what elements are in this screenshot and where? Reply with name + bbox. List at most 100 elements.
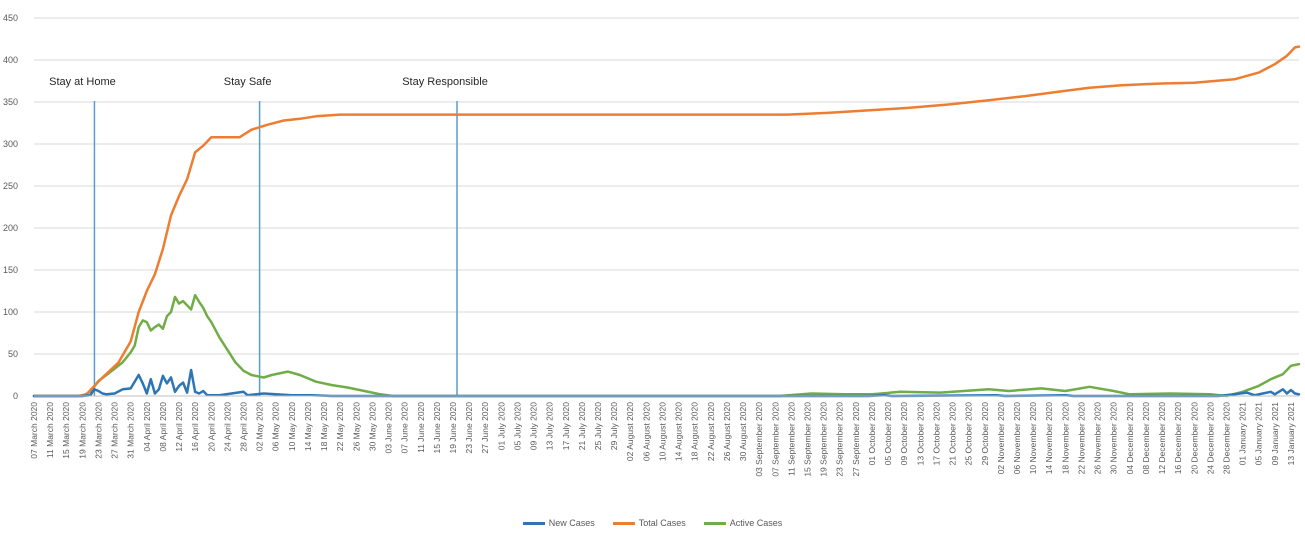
x-tick-label: 23 June 2020 — [464, 402, 474, 454]
x-tick-label: 15 June 2020 — [432, 402, 442, 454]
legend-item-total-cases: Total Cases — [612, 518, 686, 528]
x-tick-label: 30 May 2020 — [367, 402, 377, 451]
y-tick-label: 350 — [3, 97, 18, 107]
x-tick-label: 29 July 2020 — [609, 402, 619, 450]
x-tick-label: 27 March 2020 — [110, 402, 120, 459]
x-tick-label: 05 July 2020 — [512, 402, 522, 450]
x-tick-label: 14 November 2020 — [1044, 402, 1054, 475]
x-tick-label: 13 July 2020 — [545, 402, 555, 450]
x-tick-label: 06 May 2020 — [271, 402, 281, 451]
x-tick-label: 27 June 2020 — [480, 402, 490, 454]
x-tick-label: 28 December 2020 — [1222, 402, 1232, 475]
x-tick-label: 05 October 2020 — [883, 402, 893, 466]
x-tick-label: 20 December 2020 — [1189, 402, 1199, 475]
x-tick-label: 20 April 2020 — [206, 402, 216, 452]
x-tick-label: 03 June 2020 — [384, 402, 394, 454]
x-tick-label: 02 November 2020 — [996, 402, 1006, 475]
x-tick-label: 02 August 2020 — [625, 402, 635, 461]
series-line-active-cases — [32, 293, 1301, 398]
x-tick-label: 02 May 2020 — [255, 402, 265, 451]
x-tick-label: 18 August 2020 — [690, 402, 700, 461]
legend-swatch-total-cases — [612, 521, 635, 525]
x-tick-label: 27 September 2020 — [851, 402, 861, 477]
x-tick-label: 29 October 2020 — [980, 402, 990, 466]
legend-swatch-new-cases — [522, 521, 545, 525]
x-tick-label: 25 July 2020 — [593, 402, 603, 450]
x-tick-label: 11 June 2020 — [416, 402, 426, 453]
x-tick-label: 06 November 2020 — [1012, 402, 1022, 475]
y-tick-label: 0 — [13, 391, 18, 401]
x-tick-label: 21 July 2020 — [577, 402, 587, 450]
x-tick-label: 08 April 2020 — [158, 402, 168, 452]
series-lines — [32, 45, 1301, 398]
annotation-label: Stay Safe — [224, 76, 272, 88]
gridlines — [34, 17, 1299, 355]
x-tick-label: 16 December 2020 — [1173, 402, 1183, 475]
x-tick-label: 01 January 2021 — [1238, 402, 1248, 466]
x-tick-label: 19 March 2020 — [77, 402, 87, 459]
x-tick-label: 09 October 2020 — [899, 402, 909, 466]
x-tick-label: 28 April 2020 — [239, 402, 249, 452]
x-tick-label: 26 November 2020 — [1093, 402, 1103, 475]
x-tick-label: 24 April 2020 — [222, 402, 232, 452]
x-tick-label: 18 May 2020 — [319, 402, 329, 451]
y-tick-label: 100 — [3, 307, 18, 317]
legend-label-total-cases: Total Cases — [638, 518, 686, 528]
x-tick-label: 31 March 2020 — [126, 402, 136, 459]
x-tick-label: 10 November 2020 — [1028, 402, 1038, 475]
y-axis-tick-labels: 0 50 100 150 200 250 300 350 400 450 — [3, 13, 18, 401]
x-tick-label: 13 January 2021 — [1286, 402, 1296, 466]
y-tick-label: 450 — [3, 13, 18, 23]
x-tick-label: 17 July 2020 — [561, 402, 571, 450]
x-tick-label: 06 August 2020 — [641, 402, 651, 461]
x-tick-label: 22 August 2020 — [706, 402, 716, 461]
y-tick-label: 300 — [3, 139, 18, 149]
x-tick-label: 25 October 2020 — [964, 402, 974, 466]
legend: New Cases Total Cases Active Cases — [0, 518, 1305, 528]
x-tick-label: 26 May 2020 — [351, 402, 361, 451]
x-tick-label: 16 April 2020 — [190, 402, 200, 452]
x-tick-label: 30 November 2020 — [1109, 402, 1119, 475]
x-tick-label: 09 January 2021 — [1270, 402, 1280, 466]
x-tick-label: 04 April 2020 — [142, 402, 152, 452]
x-tick-label: 15 March 2020 — [61, 402, 71, 459]
annotation-label: Stay Responsible — [402, 76, 488, 88]
x-tick-label: 22 November 2020 — [1077, 402, 1087, 475]
x-tick-label: 07 June 2020 — [400, 402, 410, 454]
legend-item-new-cases: New Cases — [522, 518, 595, 528]
annotation-label: Stay at Home — [49, 76, 116, 88]
series-line-new-cases — [32, 368, 1301, 398]
legend-label-active-cases: Active Cases — [729, 518, 783, 528]
x-tick-label: 09 July 2020 — [529, 402, 539, 450]
y-tick-label: 400 — [3, 55, 18, 65]
x-tick-label: 01 October 2020 — [867, 402, 877, 466]
legend-label-new-cases: New Cases — [548, 518, 595, 528]
x-tick-label: 14 May 2020 — [303, 402, 313, 451]
x-tick-label: 18 November 2020 — [1060, 402, 1070, 475]
y-tick-label: 50 — [8, 349, 18, 359]
series-line-total-cases — [32, 45, 1301, 398]
x-tick-label: 26 August 2020 — [722, 402, 732, 461]
legend-swatch-active-cases — [703, 521, 726, 525]
x-tick-label: 08 December 2020 — [1141, 402, 1151, 475]
x-tick-label: 12 December 2020 — [1157, 402, 1167, 475]
annotation-lines — [93, 101, 458, 396]
x-tick-label: 23 September 2020 — [835, 402, 845, 477]
x-tick-label: 05 January 2021 — [1254, 402, 1264, 466]
x-tick-label: 22 May 2020 — [335, 402, 345, 451]
y-tick-label: 250 — [3, 181, 18, 191]
x-tick-label: 19 June 2020 — [448, 402, 458, 454]
x-tick-label: 07 September 2020 — [770, 402, 780, 477]
x-tick-label: 19 September 2020 — [819, 402, 829, 477]
x-axis-tick-labels: 07 March 2020 11 March 2020 15 March 2020 1… — [29, 402, 1296, 477]
y-tick-label: 200 — [3, 223, 18, 233]
x-tick-label: 10 May 2020 — [287, 402, 297, 451]
y-tick-label: 150 — [3, 265, 18, 275]
x-tick-label: 07 March 2020 — [29, 402, 39, 459]
x-tick-label: 14 August 2020 — [674, 402, 684, 461]
x-tick-label: 30 August 2020 — [738, 402, 748, 461]
x-tick-label: 01 July 2020 — [496, 402, 506, 450]
x-tick-label: 11 September 2020 — [786, 402, 796, 476]
x-tick-label: 15 September 2020 — [803, 402, 813, 477]
